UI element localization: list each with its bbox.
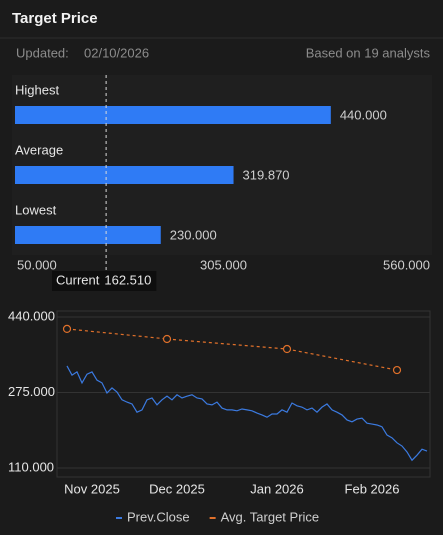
bar-value-label: 440.000 bbox=[340, 107, 387, 122]
x-tick-label: 305.000 bbox=[200, 257, 247, 272]
legend-label: Avg. Target Price bbox=[221, 509, 320, 524]
y-tick-label: 110.000 bbox=[8, 459, 54, 474]
series-marker bbox=[392, 365, 402, 375]
series-segment bbox=[166, 338, 288, 350]
series-marker bbox=[62, 324, 72, 333]
bar-label: Average bbox=[15, 142, 63, 157]
bar bbox=[15, 226, 161, 244]
x-tick-label: Jan 2026 bbox=[250, 481, 304, 496]
series-segment bbox=[66, 328, 168, 340]
x-tick-label: Feb 2026 bbox=[345, 481, 400, 496]
bar-value-label: 319.870 bbox=[243, 167, 290, 182]
x-tick-label: 50.000 bbox=[17, 257, 57, 272]
x-tick-label: Nov 2025 bbox=[64, 481, 120, 496]
current-label: Current bbox=[56, 272, 100, 287]
y-tick-label: 275.000 bbox=[8, 384, 55, 399]
series-line bbox=[66, 365, 428, 462]
series-marker bbox=[162, 334, 172, 344]
series-marker bbox=[282, 344, 292, 354]
y-tick-label: 440.000 bbox=[8, 308, 55, 323]
bar-value-label: 230.000 bbox=[170, 227, 217, 242]
updated-label: Updated: bbox=[16, 45, 69, 60]
x-tick-label: Dec 2025 bbox=[149, 481, 205, 496]
series-segment bbox=[286, 348, 398, 371]
bar bbox=[15, 106, 331, 124]
bar-label: Highest bbox=[15, 82, 59, 97]
bar-label: Lowest bbox=[15, 202, 57, 217]
bar bbox=[15, 166, 234, 184]
panel-title: Target Price bbox=[12, 10, 98, 27]
x-tick-label: 560.000 bbox=[383, 257, 430, 272]
line-plot-frame bbox=[56, 310, 431, 478]
analyst-count: Based on 19 analysts bbox=[306, 45, 431, 60]
current-price-badge bbox=[52, 271, 157, 291]
current-value: 162.510 bbox=[104, 272, 151, 287]
legend-label: Prev.Close bbox=[127, 509, 190, 524]
bar-panel bbox=[12, 75, 432, 255]
updated-date: 02/10/2026 bbox=[84, 45, 149, 60]
